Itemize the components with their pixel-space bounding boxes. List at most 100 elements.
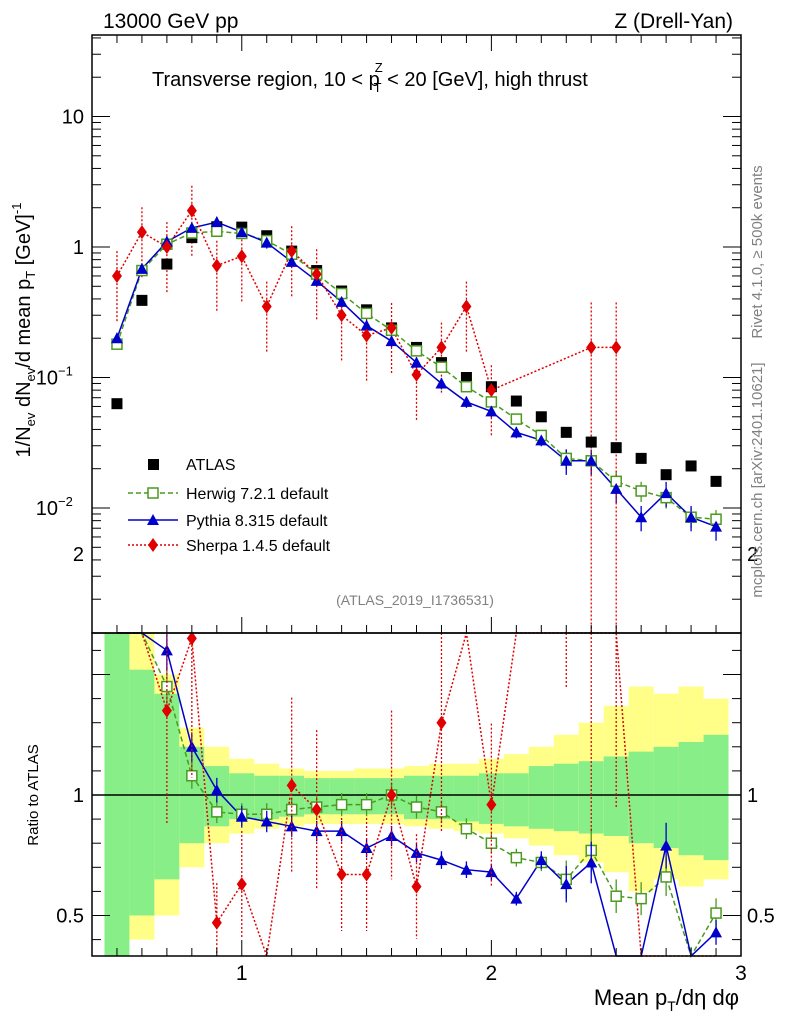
main-point-sherpa <box>611 340 622 355</box>
mcplots-label: mcplots.cern.ch [arXiv:2401.10621] <box>749 362 766 597</box>
x-axis-label: Mean pT/dη dφ <box>594 985 739 1014</box>
ratio-point-herwig <box>211 806 223 818</box>
legend: ATLAS Herwig 7.2.1 default Pythia 8.315 … <box>128 457 331 555</box>
analysis-watermark: (ATLAS_2019_I1736531) <box>336 592 494 608</box>
main-point-pythia <box>610 482 623 494</box>
main-point-sherpa <box>186 203 197 218</box>
main-point-sherpa <box>111 268 122 283</box>
ratio-point-pythia <box>260 815 273 827</box>
ratio-point-sherpa <box>161 703 172 718</box>
ratio-y-tick-label-right: 2 <box>747 544 758 566</box>
ratio-y-tick-label-right: 0.5 <box>747 906 775 928</box>
ratio-band-green <box>528 766 554 829</box>
main-y-tick-label: 10 <box>62 107 84 129</box>
ratio-point-sherpa <box>336 867 347 882</box>
main-point-sherpa <box>161 240 172 254</box>
ratio-point-herwig <box>660 871 672 883</box>
main-point-herwig <box>510 413 523 425</box>
ratio-point-pythia <box>710 926 723 938</box>
main-point-pythia <box>385 335 398 347</box>
ratio-point-sherpa <box>411 879 422 894</box>
main-point-atlas <box>635 452 647 464</box>
ratio-point-sherpa <box>186 631 197 646</box>
ratio-y-axis-label: Ratio to ATLAS <box>25 744 42 845</box>
ratio-band-green <box>678 741 704 856</box>
main-point-pythia <box>410 356 423 368</box>
main-point-atlas <box>111 398 123 410</box>
main-point-pythia <box>335 295 348 307</box>
main-point-pythia <box>210 216 223 228</box>
main-point-pythia <box>185 221 198 233</box>
ratio-point-sherpa <box>311 802 322 817</box>
main-point-pythia <box>510 426 523 438</box>
x-tick-label: 3 <box>735 962 747 985</box>
main-point-sherpa <box>586 340 597 355</box>
ratio-point-herwig <box>360 798 373 811</box>
main-point-pythia <box>710 520 723 532</box>
ratio-point-pythia <box>510 892 523 904</box>
main-y-tick-label: 1 <box>73 237 84 259</box>
chart-title: Transverse region, 10 < pZ T < 20 [GeV], … <box>152 60 588 95</box>
main-point-pythia <box>535 434 548 446</box>
legend-marker-sherpa <box>148 538 158 552</box>
title-sub: T <box>374 80 382 95</box>
main-point-pythia <box>260 236 273 248</box>
x-tick-label: 1 <box>236 962 248 985</box>
legend-marker-herwig <box>147 487 159 499</box>
ratio-band-green <box>603 756 629 836</box>
ratio-point-pythia <box>435 854 448 866</box>
ratio-point-pythia <box>660 839 673 851</box>
main-point-herwig <box>460 380 473 393</box>
main-y-tick-exponent: −1 <box>58 364 73 379</box>
main-point-herwig <box>360 307 373 320</box>
ratio-point-herwig <box>335 798 348 811</box>
ratio-point-pythia <box>535 854 548 866</box>
main-point-atlas <box>161 258 173 270</box>
main-point-pythia <box>485 405 498 417</box>
main-point-sherpa <box>411 367 422 382</box>
main-point-herwig <box>410 345 423 357</box>
main-line-sherpa <box>116 209 617 392</box>
main-point-sherpa <box>261 299 272 314</box>
legend-label-herwig: Herwig 7.2.1 default <box>186 486 329 503</box>
main-point-atlas <box>610 442 622 454</box>
main-y-tick-label: 10 <box>36 368 58 390</box>
ratio-point-sherpa <box>361 867 372 882</box>
main-point-pythia <box>235 226 248 238</box>
rivet-version-label: Rivet 4.1.0, ≥ 500k events <box>749 165 766 338</box>
main-point-sherpa <box>436 340 447 355</box>
main-point-atlas <box>560 426 572 438</box>
main-y-tick-exponent: −2 <box>58 494 73 509</box>
ratio-band-green <box>703 734 729 861</box>
legend-label-atlas: ATLAS <box>186 457 236 474</box>
main-point-pythia <box>435 377 448 389</box>
main-point-sherpa <box>486 383 497 398</box>
ratio-y-tick-label-left: 0.5 <box>56 906 84 928</box>
main-point-atlas <box>460 372 472 383</box>
ratio-point-sherpa <box>386 788 397 802</box>
header-right: Z (Drell-Yan) <box>614 10 733 33</box>
ratio-point-sherpa <box>236 877 247 892</box>
main-point-pythia <box>635 511 648 523</box>
legend-label-sherpa: Sherpa 1.4.5 default <box>186 538 331 555</box>
legend-marker-atlas <box>148 459 159 470</box>
main-point-sherpa <box>136 225 147 240</box>
ratio-point-sherpa <box>436 715 447 730</box>
ratio-band-green <box>503 773 529 827</box>
data-marks <box>110 185 723 958</box>
main-point-atlas <box>710 475 722 487</box>
ratio-point-pythia <box>585 856 598 868</box>
ratio-y-tick-label-left: 1 <box>73 785 84 807</box>
ratio-point-pythia <box>210 784 223 796</box>
x-tick-label: 2 <box>486 962 498 985</box>
ratio-point-pythia <box>235 810 248 822</box>
legend-label-pythia: Pythia 8.315 default <box>186 513 328 530</box>
header-left: 13000 GeV pp <box>103 10 238 33</box>
main-point-pythia <box>285 255 298 267</box>
ratio-point-herwig <box>510 851 523 864</box>
ratio-y-tick-label-right: 1 <box>747 785 758 807</box>
main-point-sherpa <box>311 267 322 282</box>
ratio-point-sherpa <box>211 915 222 930</box>
ratio-y-tick-label-left: 2 <box>73 544 84 566</box>
